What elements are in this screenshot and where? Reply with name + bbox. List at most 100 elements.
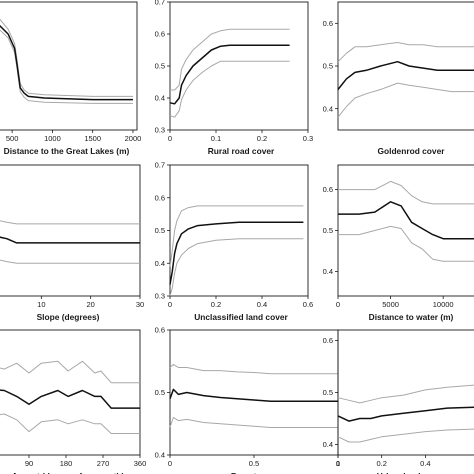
series-line-lower-ci [169, 60, 290, 118]
chart-panel: 0 0.2 0.4 0.4 0.5 0.6 Urban land cover [323, 329, 474, 474]
y-tick-label: 0.5 [323, 62, 333, 71]
chart-panel: 90 180 270 360 Aspect (degrees from north) [0, 329, 147, 474]
x-tick-label: 0 [336, 300, 340, 309]
x-tick-label: 360 [134, 459, 147, 468]
y-tick-label: 0.4 [155, 259, 165, 268]
series-line-upper-ci [0, 360, 140, 384]
y-tick-label: 0.6 [155, 193, 165, 202]
x-tick-label: 1500 [84, 134, 101, 143]
plot-frame [337, 164, 474, 297]
series-line-upper-ci [169, 363, 338, 375]
plot-frame [169, 329, 339, 456]
plot-frame [337, 1, 474, 131]
x-tick-label: 0.2 [376, 459, 386, 468]
x-tick-label: 0 [168, 459, 172, 468]
series-line-lower-ci [169, 417, 338, 428]
x-axis-label: Unclassified land cover [194, 312, 288, 322]
chart-panel: 500 1000 1500 2000 Distance to the Great Lak… [0, 1, 142, 156]
y-tick-label: 0.7 [155, 161, 165, 170]
y-tick-label: 0.5 [155, 62, 165, 71]
series-line-mean [169, 221, 304, 285]
x-tick-label: 10000 [433, 300, 454, 309]
x-tick-label: 1 [336, 459, 340, 468]
series-line-mean [169, 388, 338, 403]
y-tick-label: 0.3 [155, 126, 165, 135]
y-tick-label: 0.3 [155, 292, 165, 301]
y-tick-label: 0.6 [155, 30, 165, 39]
x-tick-label: 90 [25, 459, 33, 468]
series-line-mean [337, 60, 474, 90]
x-tick-label: 500 [6, 134, 19, 143]
x-tick-label: 0 [168, 300, 172, 309]
x-tick-label: 30 [136, 300, 144, 309]
x-axis-label: Distance to water (m) [369, 312, 454, 322]
series-line-upper-ci [170, 28, 290, 91]
plot-frame [0, 329, 141, 456]
series-line-lower-ci [0, 29, 133, 104]
x-axis-label: Urban land cover [377, 471, 446, 474]
x-tick-label: 10 [37, 300, 45, 309]
plot-frame [169, 164, 309, 297]
x-tick-label: 2000 [125, 134, 142, 143]
x-axis-label: Distance to the Great Lakes (m) [4, 146, 130, 156]
series-line-mean [0, 25, 133, 101]
series-line-mean [338, 201, 474, 240]
series-line-upper-ci [0, 220, 140, 225]
x-tick-label: 0.2 [211, 300, 221, 309]
chart-panel: 0 0.5 1 0.4 0.5 0.6 Forest cover [155, 326, 341, 474]
chart-panel: 0 5000 10000 0.4 0.5 0.6 Distance to water (m) [323, 164, 474, 322]
series-line-lower-ci [0, 259, 140, 264]
plot-frame [0, 1, 138, 131]
y-tick-label: 0.5 [155, 388, 165, 397]
y-tick-label: 0.6 [155, 326, 165, 335]
x-tick-label: 0.5 [249, 459, 259, 468]
x-tick-label: 0.2 [257, 134, 267, 143]
series-line-upper-ci [337, 42, 474, 63]
series-line-upper-ci [169, 205, 304, 267]
y-tick-label: 0.6 [323, 336, 333, 345]
series-line-upper-ci [337, 384, 474, 404]
series-line-upper-ci [338, 180, 474, 205]
x-tick-label: 0 [168, 134, 172, 143]
plot-frame [169, 1, 309, 131]
series-line-mean [169, 44, 290, 105]
y-tick-label: 0.5 [323, 226, 333, 235]
series-line-mean [0, 389, 140, 409]
y-tick-label: 0.7 [155, 0, 165, 7]
series-line-mean [0, 236, 140, 244]
x-axis-label: Aspect (degrees from north) [12, 471, 125, 474]
series-line-lower-ci [0, 413, 140, 434]
y-tick-label: 0.5 [155, 226, 165, 235]
x-tick-label: 0.1 [211, 134, 221, 143]
x-tick-label: 0.4 [257, 300, 267, 309]
x-axis-label: Goldenrod cover [377, 146, 445, 156]
y-tick-label: 0.4 [323, 267, 333, 276]
series-line-lower-ci [169, 238, 304, 297]
x-tick-label: 0 [336, 459, 340, 468]
plot-frame [0, 164, 141, 297]
y-tick-label: 0.5 [323, 388, 333, 397]
x-tick-label: 0.3 [303, 134, 313, 143]
x-axis-label: Slope (degrees) [37, 312, 100, 322]
chart-panel: 0.4 0.5 0.6 Goldenrod cover [323, 1, 474, 156]
y-tick-label: 0.4 [155, 451, 165, 460]
x-tick-label: 20 [86, 300, 94, 309]
y-tick-label: 0.4 [323, 104, 333, 113]
series-line-lower-ci [337, 428, 474, 443]
x-axis-label: Forest cover [231, 471, 282, 474]
x-tick-label: 270 [97, 459, 110, 468]
chart-panel: 10 20 30 Slope (degrees) [0, 164, 144, 322]
x-axis-label: Rural road cover [208, 146, 275, 156]
series-line-lower-ci [337, 82, 474, 118]
x-tick-label: 0.4 [420, 459, 430, 468]
y-tick-label: 0.6 [323, 19, 333, 28]
y-tick-label: 0.4 [323, 440, 333, 449]
plot-frame [337, 329, 474, 456]
x-tick-label: 180 [60, 459, 73, 468]
x-tick-label: 1000 [44, 134, 61, 143]
series-line-lower-ci [338, 225, 474, 262]
chart-panel: 0 0.1 0.2 0.3 0.3 0.4 0.5 0.6 0.7 Rural road cove… [155, 0, 314, 156]
x-tick-label: 5000 [382, 300, 399, 309]
y-tick-label: 0.6 [323, 185, 333, 194]
